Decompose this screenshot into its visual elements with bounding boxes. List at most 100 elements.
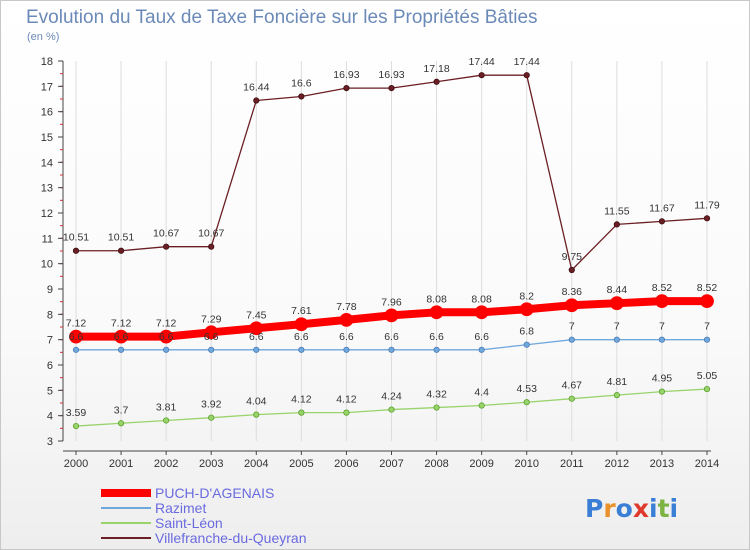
proxiti-logo: Proxiti bbox=[585, 494, 678, 523]
data-point bbox=[204, 325, 219, 340]
data-label: 11.55 bbox=[604, 205, 630, 217]
data-label: 6.6 bbox=[114, 331, 129, 343]
data-point bbox=[388, 85, 395, 92]
legend-item-villefranche-du-queyran: Villefranche-du-Queyran bbox=[101, 530, 307, 546]
data-point bbox=[478, 72, 485, 79]
logo-letter: i bbox=[670, 494, 679, 523]
data-point bbox=[343, 346, 350, 353]
data-label: 8.52 bbox=[652, 282, 673, 294]
y-tick-label: 3 bbox=[47, 436, 53, 448]
data-point bbox=[253, 97, 260, 104]
data-point bbox=[609, 296, 624, 311]
data-point bbox=[388, 406, 395, 413]
data-label: 7 bbox=[659, 321, 665, 333]
data-point bbox=[253, 346, 260, 353]
data-label: 6.6 bbox=[429, 331, 444, 343]
gridlines bbox=[75, 61, 708, 441]
logo-letter: i bbox=[649, 494, 658, 523]
data-label: 6.6 bbox=[474, 331, 489, 343]
data-label: 4.95 bbox=[652, 373, 673, 385]
data-point bbox=[388, 346, 395, 353]
data-point bbox=[163, 346, 170, 353]
chart-subtitle: (en %) bbox=[27, 31, 59, 43]
data-label: 6.8 bbox=[519, 326, 534, 338]
data-label: 4.12 bbox=[336, 394, 357, 406]
data-labels-layer: 10.51 10.51 10.67 10.67 16.44 16.6 16.93 16.93 1… bbox=[63, 56, 720, 419]
data-point bbox=[433, 404, 440, 411]
data-point bbox=[163, 243, 170, 250]
data-label: 8.52 bbox=[697, 282, 718, 294]
logo-letter: r bbox=[603, 494, 616, 523]
y-tick-label: 4 bbox=[47, 411, 53, 423]
data-point bbox=[163, 417, 170, 424]
data-label: 17.18 bbox=[423, 63, 449, 75]
data-point bbox=[433, 346, 440, 353]
y-tick-label: 8 bbox=[47, 309, 53, 321]
data-label: 16.44 bbox=[243, 82, 269, 94]
data-label: 8.08 bbox=[471, 293, 492, 305]
data-label: 17.44 bbox=[469, 56, 495, 68]
data-label: 9.75 bbox=[562, 251, 583, 263]
data-label: 4.32 bbox=[426, 389, 447, 401]
data-point bbox=[523, 341, 530, 348]
y-tick-label: 17 bbox=[41, 81, 53, 93]
x-tick-label: 2008 bbox=[424, 458, 448, 470]
y-tick-label: 6 bbox=[47, 360, 53, 372]
data-point bbox=[343, 85, 350, 92]
data-label: 16.93 bbox=[378, 69, 404, 81]
data-label: 6.6 bbox=[159, 331, 174, 343]
y-tick-label: 12 bbox=[41, 208, 53, 220]
y-tick-label: 5 bbox=[47, 385, 53, 397]
data-point bbox=[117, 346, 125, 353]
data-point bbox=[658, 336, 666, 343]
data-point bbox=[700, 294, 714, 309]
legend: PUCH-D'AGENAISRazimetSaint-LéonVillefran… bbox=[101, 485, 307, 546]
data-label: 6.6 bbox=[339, 331, 354, 343]
y-tick-label: 18 bbox=[41, 56, 53, 68]
x-tick-label: 2007 bbox=[379, 458, 403, 470]
y-tick-label: 11 bbox=[42, 233, 53, 245]
x-tick-label: 2005 bbox=[289, 458, 313, 470]
data-point bbox=[658, 218, 666, 225]
logo-letter: x bbox=[633, 494, 649, 523]
data-point bbox=[478, 402, 485, 409]
data-label: 6.6 bbox=[249, 331, 264, 343]
data-label: 7.12 bbox=[156, 318, 177, 330]
x-tick-label: 2004 bbox=[244, 458, 268, 470]
series-layer bbox=[69, 72, 714, 430]
data-point bbox=[159, 329, 174, 344]
data-label: 7.12 bbox=[111, 318, 132, 330]
data-point bbox=[568, 336, 575, 343]
x-tick-label: 2011 bbox=[560, 458, 584, 470]
data-label: 5.05 bbox=[697, 370, 718, 382]
data-point bbox=[478, 346, 485, 353]
data-label: 11.79 bbox=[694, 199, 720, 211]
data-label: 7.61 bbox=[291, 305, 312, 317]
data-label: 3.59 bbox=[66, 407, 87, 419]
data-label: 4.67 bbox=[562, 380, 583, 392]
data-point bbox=[208, 346, 215, 353]
y-tick-label: 14 bbox=[41, 157, 53, 169]
data-point bbox=[568, 266, 575, 274]
data-point bbox=[523, 72, 530, 79]
x-tick-label: 2014 bbox=[695, 458, 719, 470]
data-label: 16.93 bbox=[333, 69, 359, 81]
legend-label: Razimet bbox=[155, 500, 206, 516]
data-label: 7 bbox=[614, 321, 620, 333]
chart-title: Evolution du Taux de Taxe Foncière sur l… bbox=[26, 7, 538, 28]
data-label: 10.51 bbox=[108, 232, 134, 244]
series-saint-l-on bbox=[72, 385, 711, 430]
logo-letter: t bbox=[658, 494, 670, 523]
data-label: 3.81 bbox=[156, 401, 177, 413]
data-point bbox=[564, 298, 579, 313]
x-tick-label: 2002 bbox=[154, 458, 178, 470]
data-label: 7.29 bbox=[201, 313, 222, 325]
data-point bbox=[703, 215, 711, 222]
y-tick-label: 16 bbox=[41, 107, 53, 119]
data-point bbox=[658, 388, 666, 395]
data-label: 10.67 bbox=[198, 228, 224, 240]
data-label: 11.67 bbox=[649, 202, 675, 214]
data-label: 8.44 bbox=[607, 284, 628, 296]
